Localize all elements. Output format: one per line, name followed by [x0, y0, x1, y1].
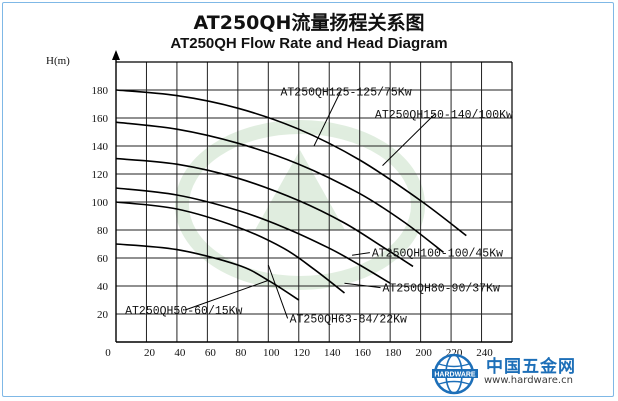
series-line — [115, 157, 414, 268]
curve-label-leader — [267, 264, 289, 319]
x-tick-label: 200 — [415, 347, 432, 359]
chart-grid — [116, 61, 513, 342]
curve-label: AT250QH125-125/75Kw — [280, 87, 411, 100]
y-tick-label: 100 — [92, 197, 109, 209]
brand-url[interactable]: www.hardware.cn — [484, 375, 573, 386]
y-tick-label: 80 — [97, 225, 109, 237]
x-tick-label: 100 — [263, 347, 280, 359]
curve-label: AT250QH50-60/15Kw — [125, 305, 242, 318]
curve-label-leader — [344, 282, 381, 289]
brand-badge-text: HARDWARE — [434, 372, 476, 379]
curve-label-leader — [382, 113, 436, 166]
chart-frame — [2, 2, 614, 397]
globe-icon: HARDWARE — [432, 353, 478, 395]
watermark-logo — [175, 120, 425, 290]
y-tick-label: 160 — [92, 113, 109, 125]
series-line — [115, 89, 467, 237]
y-tick-label: 40 — [97, 281, 109, 293]
y-axis-arrow — [112, 50, 120, 60]
x-tick-label: 0 — [105, 347, 111, 359]
curve-label: AT250QH150-140/100Kw — [375, 109, 513, 122]
curve-label-leader — [313, 91, 341, 147]
x-tick-label: 80 — [235, 347, 247, 359]
chart-title-cn: AT250QH流量扬程关系图 — [193, 12, 425, 34]
x-tick-label: 240 — [476, 347, 493, 359]
x-tick-label: 40 — [174, 347, 186, 359]
y-tick-label: 20 — [97, 309, 109, 321]
x-tick-labels: 0 20 40 60 80 100 120 140 160 180 200 220 240 — [105, 347, 493, 359]
y-tick-labels: 20 40 60 80 100 120 140 160 180 — [92, 85, 109, 321]
brand-watermark: HARDWARE 中国五金网 www.hardware.cn — [432, 352, 612, 396]
chart-series — [115, 89, 467, 301]
series-line — [115, 243, 300, 301]
curve-label: AT250QH100-100/45Kw — [372, 248, 503, 261]
x-tick-label: 120 — [294, 347, 311, 359]
series-line — [115, 201, 345, 294]
curve-labels: AT250QH125-125/75Kw AT250QH150-140/100Kw A… — [125, 87, 513, 327]
y-tick-label: 140 — [92, 141, 109, 153]
curve-label: AT250QH63-84/22Kw — [290, 313, 407, 326]
y-axis-label: H(m) — [46, 55, 70, 67]
chart-title-en: AT250QH Flow Rate and Head Diagram — [170, 35, 448, 52]
watermark-ellipse — [175, 120, 425, 290]
y-tick-label: 180 — [92, 85, 109, 97]
curve-label-leader — [184, 279, 269, 311]
series-line — [115, 121, 444, 254]
watermark-arrow — [255, 150, 345, 230]
brand-name[interactable]: 中国五金网 — [486, 357, 576, 377]
x-tick-label: 180 — [385, 347, 402, 359]
x-tick-label: 160 — [354, 347, 371, 359]
x-tick-label: 60 — [205, 347, 217, 359]
curve-label: AT250QH80-90/37Kw — [383, 283, 500, 296]
y-tick-label: 60 — [97, 253, 109, 265]
y-tick-label: 120 — [92, 169, 109, 181]
chart-axes — [112, 50, 513, 343]
x-tick-label: 20 — [144, 347, 156, 359]
curve-label-leader — [352, 252, 370, 256]
x-tick-label: 140 — [324, 347, 341, 359]
series-line — [115, 187, 391, 284]
